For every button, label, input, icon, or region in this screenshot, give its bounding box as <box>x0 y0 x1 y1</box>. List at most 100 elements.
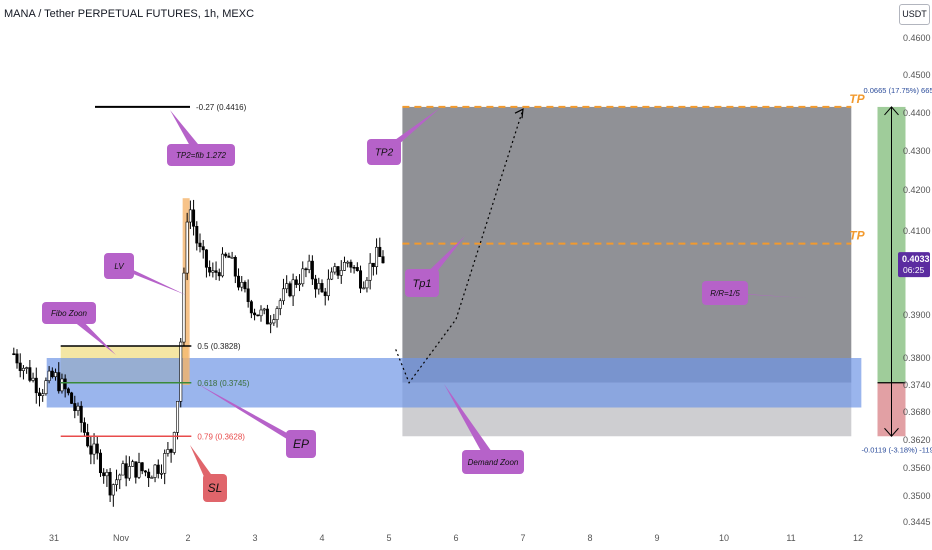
projection-path <box>395 109 524 384</box>
candle <box>98 452 102 474</box>
price-tick: 0.3680 <box>903 407 931 417</box>
time-tick: 7 <box>520 533 525 543</box>
candle <box>249 301 253 314</box>
candle <box>224 253 228 257</box>
candle <box>314 278 318 290</box>
callout-rr-text: R/R=1/5 <box>710 289 740 298</box>
time-axis[interactable]: 31 Nov 2 3 4 5 6 7 8 9 10 11 12 <box>49 533 863 543</box>
currency-button[interactable]: USDT <box>899 4 930 25</box>
callout-tp2-box <box>367 139 401 165</box>
callout-demand-zone-text: Demand Zoon <box>468 458 519 467</box>
callout-lv-text: LV <box>114 262 124 271</box>
candle <box>54 372 58 378</box>
candle <box>143 470 147 473</box>
candle <box>73 403 77 411</box>
callout-ep[interactable]: EP <box>196 383 316 458</box>
time-tick: Nov <box>113 533 130 543</box>
candle <box>237 275 241 288</box>
candle <box>320 283 324 293</box>
candle <box>89 445 93 455</box>
candle <box>169 449 173 453</box>
candle <box>281 288 285 302</box>
candle <box>159 472 163 475</box>
candle <box>378 246 382 257</box>
time-tick: 31 <box>49 533 59 543</box>
candle <box>307 260 311 270</box>
callout-ep-pointer <box>196 383 307 444</box>
callout-tp2[interactable]: TP2 <box>367 108 440 165</box>
candle <box>137 462 141 478</box>
callout-tp1-text: Tp1 <box>413 278 432 290</box>
callout-fibo-zone[interactable]: Fibo Zoon <box>42 302 116 355</box>
candle <box>21 367 25 371</box>
price-axis[interactable]: 0.4600 0.4500 0.4400 0.4300 0.4200 0.4100 0.39… <box>898 33 931 527</box>
candle <box>140 462 144 472</box>
candle <box>333 266 337 273</box>
candle <box>294 279 298 285</box>
candle <box>92 443 96 455</box>
candle <box>217 272 221 277</box>
candle <box>147 471 151 479</box>
candle <box>365 279 369 289</box>
price-tick: 0.4600 <box>903 33 931 43</box>
candle <box>326 278 330 297</box>
candle <box>115 479 119 485</box>
candle <box>208 267 212 273</box>
candle <box>304 268 308 271</box>
callout-rr[interactable]: R/R=1/5 <box>702 281 806 305</box>
candle <box>79 405 83 423</box>
candle <box>253 312 257 316</box>
callout-tp1[interactable]: Tp1 <box>405 236 465 297</box>
candle <box>102 472 106 477</box>
price-tick: 0.3500 <box>903 491 931 501</box>
candle <box>82 422 86 433</box>
time-tick: 9 <box>654 533 659 543</box>
candle <box>86 432 90 447</box>
candle <box>240 282 244 288</box>
time-tick: 8 <box>587 533 592 543</box>
tp-label: TP <box>849 92 865 106</box>
candle <box>288 283 292 297</box>
arrow-up-icon <box>884 106 899 116</box>
candle <box>346 261 350 264</box>
candle <box>362 287 366 290</box>
candle <box>185 221 189 274</box>
candle <box>134 461 138 478</box>
candle <box>127 466 131 479</box>
time-tick: 12 <box>853 533 863 543</box>
candle <box>256 314 260 317</box>
candle <box>272 319 276 324</box>
candle <box>50 370 54 378</box>
candle <box>368 262 372 281</box>
callout-lv[interactable]: LV <box>104 253 186 295</box>
candle <box>121 463 125 476</box>
annotations-layer: TP2=fib 1.272 TP2 Tp1 LV Fibo Zoon EP SL Demand… <box>42 108 806 502</box>
candle <box>15 353 19 364</box>
candle <box>339 270 343 276</box>
candle <box>246 288 250 302</box>
candle <box>44 380 48 394</box>
price-tick: 0.3620 <box>903 435 931 445</box>
callout-sl[interactable]: SL <box>190 445 227 502</box>
candle <box>359 270 363 289</box>
price-tick: 0.4200 <box>903 185 931 195</box>
candle <box>230 257 234 259</box>
time-tick: 5 <box>386 533 391 543</box>
callout-demand-zone-box <box>462 450 524 474</box>
candle <box>278 300 282 309</box>
candle <box>342 262 346 271</box>
callout-demand-zone[interactable]: Demand Zoon <box>444 384 524 474</box>
callout-tp2-fib[interactable]: TP2=fib 1.272 <box>167 110 235 166</box>
arrow-down-icon <box>884 427 899 438</box>
callout-demand-zone-pointer <box>444 384 499 462</box>
candle <box>176 401 180 433</box>
candle <box>47 370 51 381</box>
candle <box>70 392 74 404</box>
candle <box>269 322 273 325</box>
time-tick: 11 <box>786 533 795 543</box>
candle <box>227 255 231 258</box>
price-tick: 0.3560 <box>903 463 931 473</box>
price-tick: 0.4300 <box>903 146 931 156</box>
